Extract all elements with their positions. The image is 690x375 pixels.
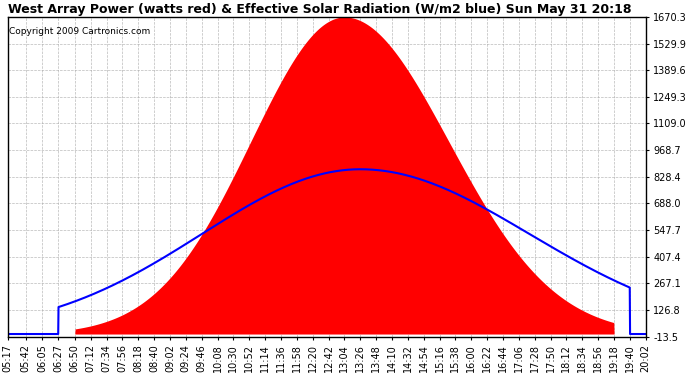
- Text: Copyright 2009 Cartronics.com: Copyright 2009 Cartronics.com: [9, 27, 150, 36]
- Text: West Array Power (watts red) & Effective Solar Radiation (W/m2 blue) Sun May 31 : West Array Power (watts red) & Effective…: [8, 3, 631, 16]
